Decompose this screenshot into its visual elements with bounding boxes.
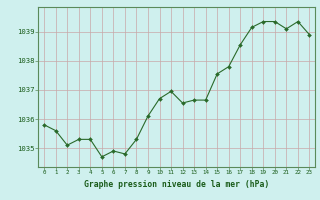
X-axis label: Graphe pression niveau de la mer (hPa): Graphe pression niveau de la mer (hPa) bbox=[84, 180, 269, 189]
